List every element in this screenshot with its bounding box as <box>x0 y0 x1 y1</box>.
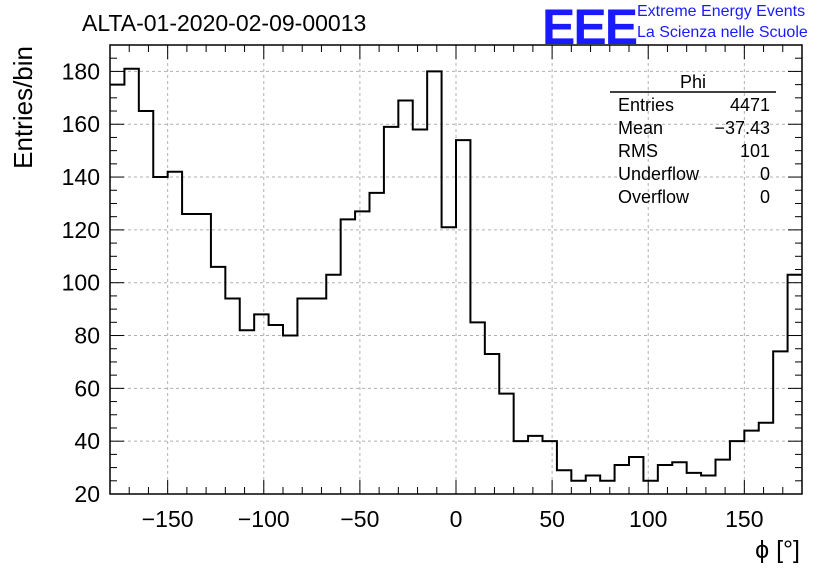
histogram-bin <box>211 267 225 494</box>
stats-label: Underflow <box>618 164 700 184</box>
x-tick-label: −150 <box>142 506 194 532</box>
histogram-bin <box>240 330 254 494</box>
chart-title: ALTA-01-2020-02-09-00013 <box>82 10 367 36</box>
stats-value: 0 <box>760 187 770 207</box>
histogram-bin <box>370 193 384 494</box>
stats-title: Phi <box>680 72 706 92</box>
logo-line-2: La Scienza nelle Scuole <box>637 24 808 41</box>
y-axis-label: Entries/bin <box>8 46 38 169</box>
histogram-bin <box>427 71 441 494</box>
histogram-bin <box>687 473 701 494</box>
y-tick-label: 20 <box>74 481 100 507</box>
y-tick-label: 40 <box>74 428 100 454</box>
stats-label: Entries <box>618 95 674 115</box>
histogram-bin <box>297 299 311 494</box>
y-tick-label: 120 <box>62 217 100 243</box>
histogram-bin <box>168 172 182 494</box>
x-tick-label: 0 <box>450 506 463 532</box>
histogram-bin <box>341 219 355 494</box>
y-tick-label: 140 <box>62 164 100 190</box>
y-tick-label: 100 <box>62 270 100 296</box>
histogram-bin <box>672 462 686 494</box>
histogram-bin <box>326 275 340 494</box>
histogram-bin <box>124 69 138 494</box>
histogram-bin <box>182 214 196 494</box>
histogram-bin <box>254 314 268 494</box>
histogram-bin <box>543 441 557 494</box>
stats-label: Mean <box>618 118 663 138</box>
histogram-bin <box>312 299 326 494</box>
logo-line-1: Extreme Energy Events <box>637 3 806 20</box>
histogram-bin <box>470 322 484 494</box>
x-tick-label: −50 <box>340 506 379 532</box>
stats-label: RMS <box>618 141 658 161</box>
histogram-bin <box>788 275 802 494</box>
y-tick-label: 160 <box>62 111 100 137</box>
histogram-bin <box>600 481 614 494</box>
x-tick-label: 50 <box>539 506 565 532</box>
histogram-bin <box>283 336 297 494</box>
x-tick-label: 100 <box>629 506 667 532</box>
stats-value: 101 <box>740 141 770 161</box>
histogram-line <box>110 67 802 482</box>
x-axis-label: ϕ [°] <box>755 536 800 564</box>
histogram-bin <box>701 476 715 494</box>
histogram-bin <box>442 227 456 494</box>
histogram-bin <box>744 431 758 494</box>
histogram-bin <box>514 441 528 494</box>
stats-value: −37.43 <box>714 118 770 138</box>
histogram-bin <box>139 111 153 494</box>
histogram-bin <box>629 457 643 494</box>
histogram-bin <box>615 465 629 494</box>
histogram-bin <box>197 214 211 494</box>
x-tick-label: 150 <box>725 506 763 532</box>
histogram-bin <box>456 140 470 494</box>
histogram-bin <box>571 481 585 494</box>
histogram-bin <box>384 127 398 494</box>
histogram-bin <box>759 423 773 494</box>
histogram-bin <box>716 460 730 494</box>
histogram-bin <box>499 394 513 494</box>
histogram-bin <box>355 211 369 494</box>
y-tick-label: 180 <box>62 58 100 84</box>
histogram-bin <box>269 325 283 494</box>
histogram-bin <box>413 130 427 494</box>
histogram-bin <box>528 436 542 494</box>
histogram-bin <box>773 351 787 494</box>
histogram-bin <box>643 481 657 494</box>
histogram-bin <box>225 299 239 494</box>
y-tick-label: 60 <box>74 375 100 401</box>
eee-logo: EEE <box>542 0 638 55</box>
stats-label: Overflow <box>618 187 690 207</box>
x-tick-label: −100 <box>238 506 290 532</box>
histogram-bin <box>398 100 412 494</box>
histogram-bin <box>730 441 744 494</box>
histogram-bin <box>658 465 672 494</box>
histogram-bin <box>485 354 499 494</box>
histogram-bin <box>153 177 167 494</box>
histogram-bin <box>557 470 571 494</box>
stats-value: 4471 <box>730 95 770 115</box>
y-tick-label: 80 <box>74 323 100 349</box>
stats-value: 0 <box>760 164 770 184</box>
histogram-bin <box>586 476 600 494</box>
histogram-bin <box>110 85 124 494</box>
